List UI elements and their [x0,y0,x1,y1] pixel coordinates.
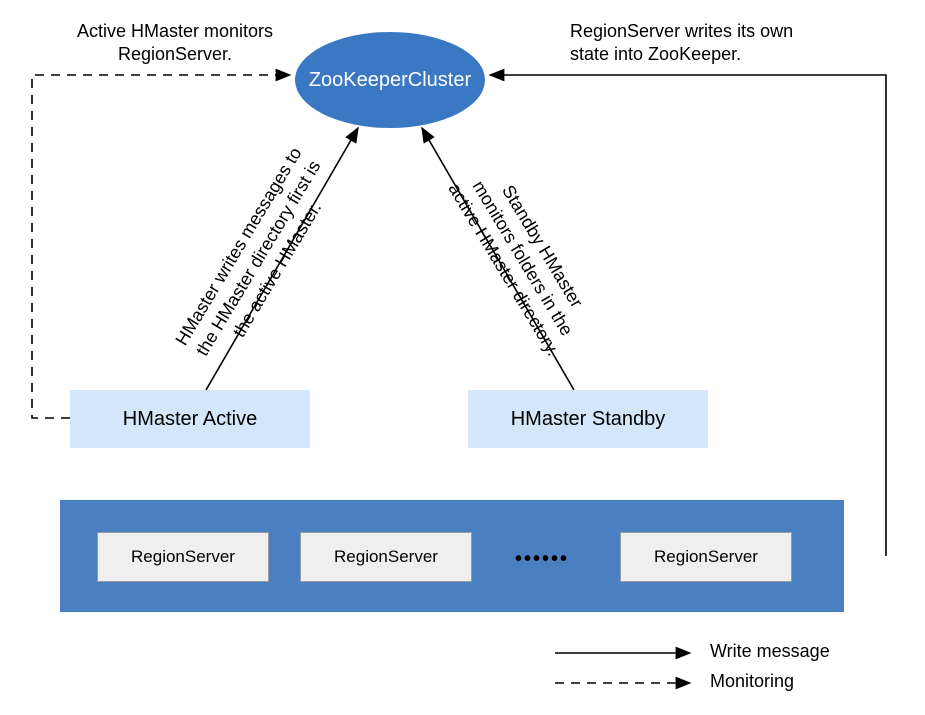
annotation-left-diag: HMaster writes messages tothe HMaster di… [171,143,346,372]
hmaster-active-label: HMaster Active [123,408,257,431]
regionserver-node: RegionServer [97,532,269,582]
regionserver-label: RegionServer [654,547,758,567]
regionserver-label: RegionServer [131,547,235,567]
ann-tl-1: Active HMaster monitors [77,21,273,41]
annotation-right-diag: Standby HMastermonitors folders in theac… [443,156,603,360]
hmaster-active-node: HMaster Active [70,390,310,448]
hmaster-standby-node: HMaster Standby [468,390,708,448]
regionserver-node: RegionServer [300,532,472,582]
regionserver-ellipsis: •••••• [515,548,569,571]
regionserver-node: RegionServer [620,532,792,582]
legend-write-text: Write message [710,641,830,661]
annotation-top-left: Active HMaster monitors RegionServer. [60,20,290,67]
regionserver-label: RegionServer [334,547,438,567]
ann-tl-2: RegionServer. [118,44,232,64]
ann-tr-1: RegionServer writes its own [570,21,793,41]
legend-monitor-text: Monitoring [710,671,794,691]
zookeeper-cluster-node: ZooKeeperCluster [295,32,485,128]
ellipsis-text: •••••• [515,548,569,570]
ann-tr-2: state into ZooKeeper. [570,44,741,64]
annotation-top-right: RegionServer writes its own state into Zo… [570,20,870,67]
annotation-left-diag-l1: the HMaster directory first is [192,157,325,359]
legend-monitor-label: Monitoring [710,671,794,692]
legend-write-label: Write message [710,641,830,662]
zookeeper-label-2: Cluster [408,68,471,92]
zookeeper-label: ZooKeeper [309,68,408,92]
hmaster-standby-label: HMaster Standby [511,408,666,431]
